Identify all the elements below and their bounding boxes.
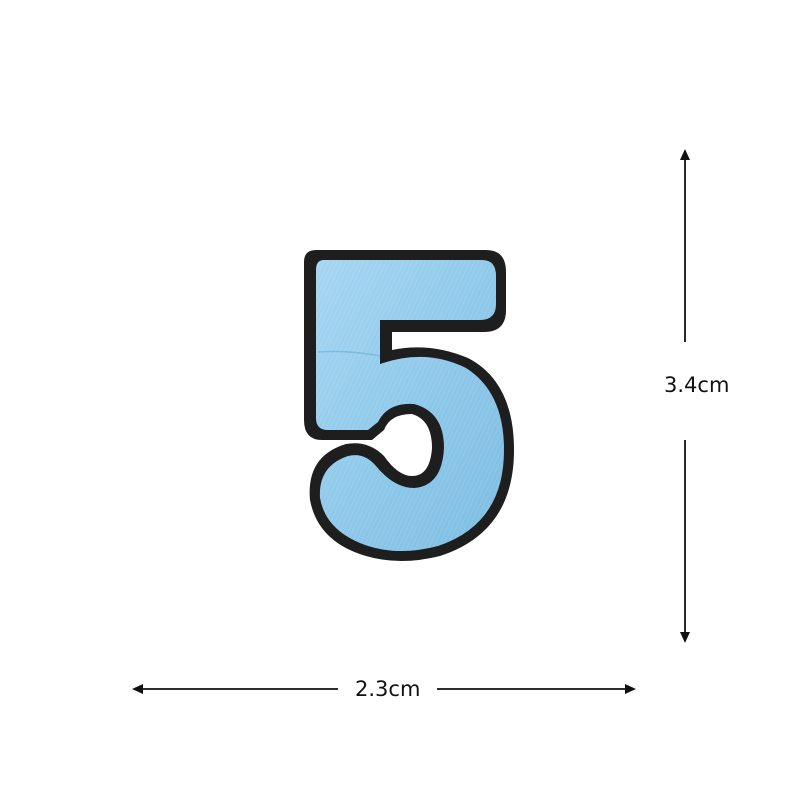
embroidered-number-five-patch <box>304 250 514 561</box>
height-dimension <box>680 149 690 643</box>
width-label: 2.3cm <box>355 676 421 702</box>
patch-seam <box>317 350 381 357</box>
arrow-right-icon <box>625 684 636 694</box>
width-dimension <box>132 684 636 694</box>
arrow-left-icon <box>132 684 143 694</box>
arrow-up-icon <box>680 149 690 160</box>
arrow-down-icon <box>680 632 690 643</box>
patch-stitch-texture <box>316 260 504 551</box>
height-label: 3.4cm <box>664 372 730 398</box>
